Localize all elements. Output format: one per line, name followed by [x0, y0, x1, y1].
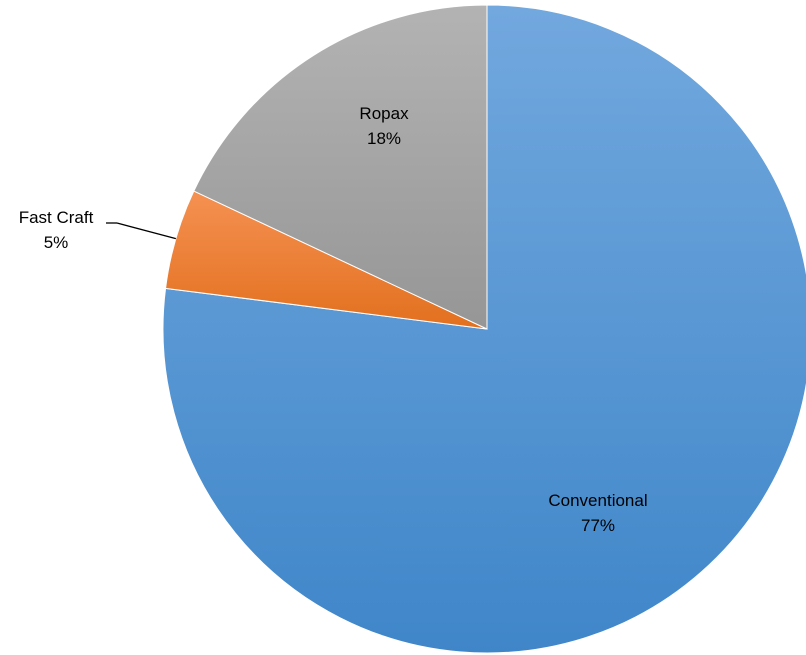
slice-label-conventional-value: 77%: [581, 516, 615, 535]
slice-label-ropax-value: 18%: [367, 129, 401, 148]
slice-label-fast-craft-name: Fast Craft: [19, 208, 94, 227]
fast-craft-leader-tail: [116, 222, 177, 240]
slice-label-conventional-name: Conventional: [548, 491, 647, 510]
slice-label-ropax-name: Ropax: [359, 104, 409, 123]
slice-ropax: [193, 4, 488, 330]
data-label-conventional: Conventional 77%: [548, 491, 647, 535]
pie-slices: [162, 4, 806, 654]
slice-label-fast-craft-value: 5%: [44, 233, 69, 252]
data-label-ropax: Ropax 18%: [359, 104, 409, 148]
data-label-fast-craft: Fast Craft 5%: [19, 208, 94, 252]
